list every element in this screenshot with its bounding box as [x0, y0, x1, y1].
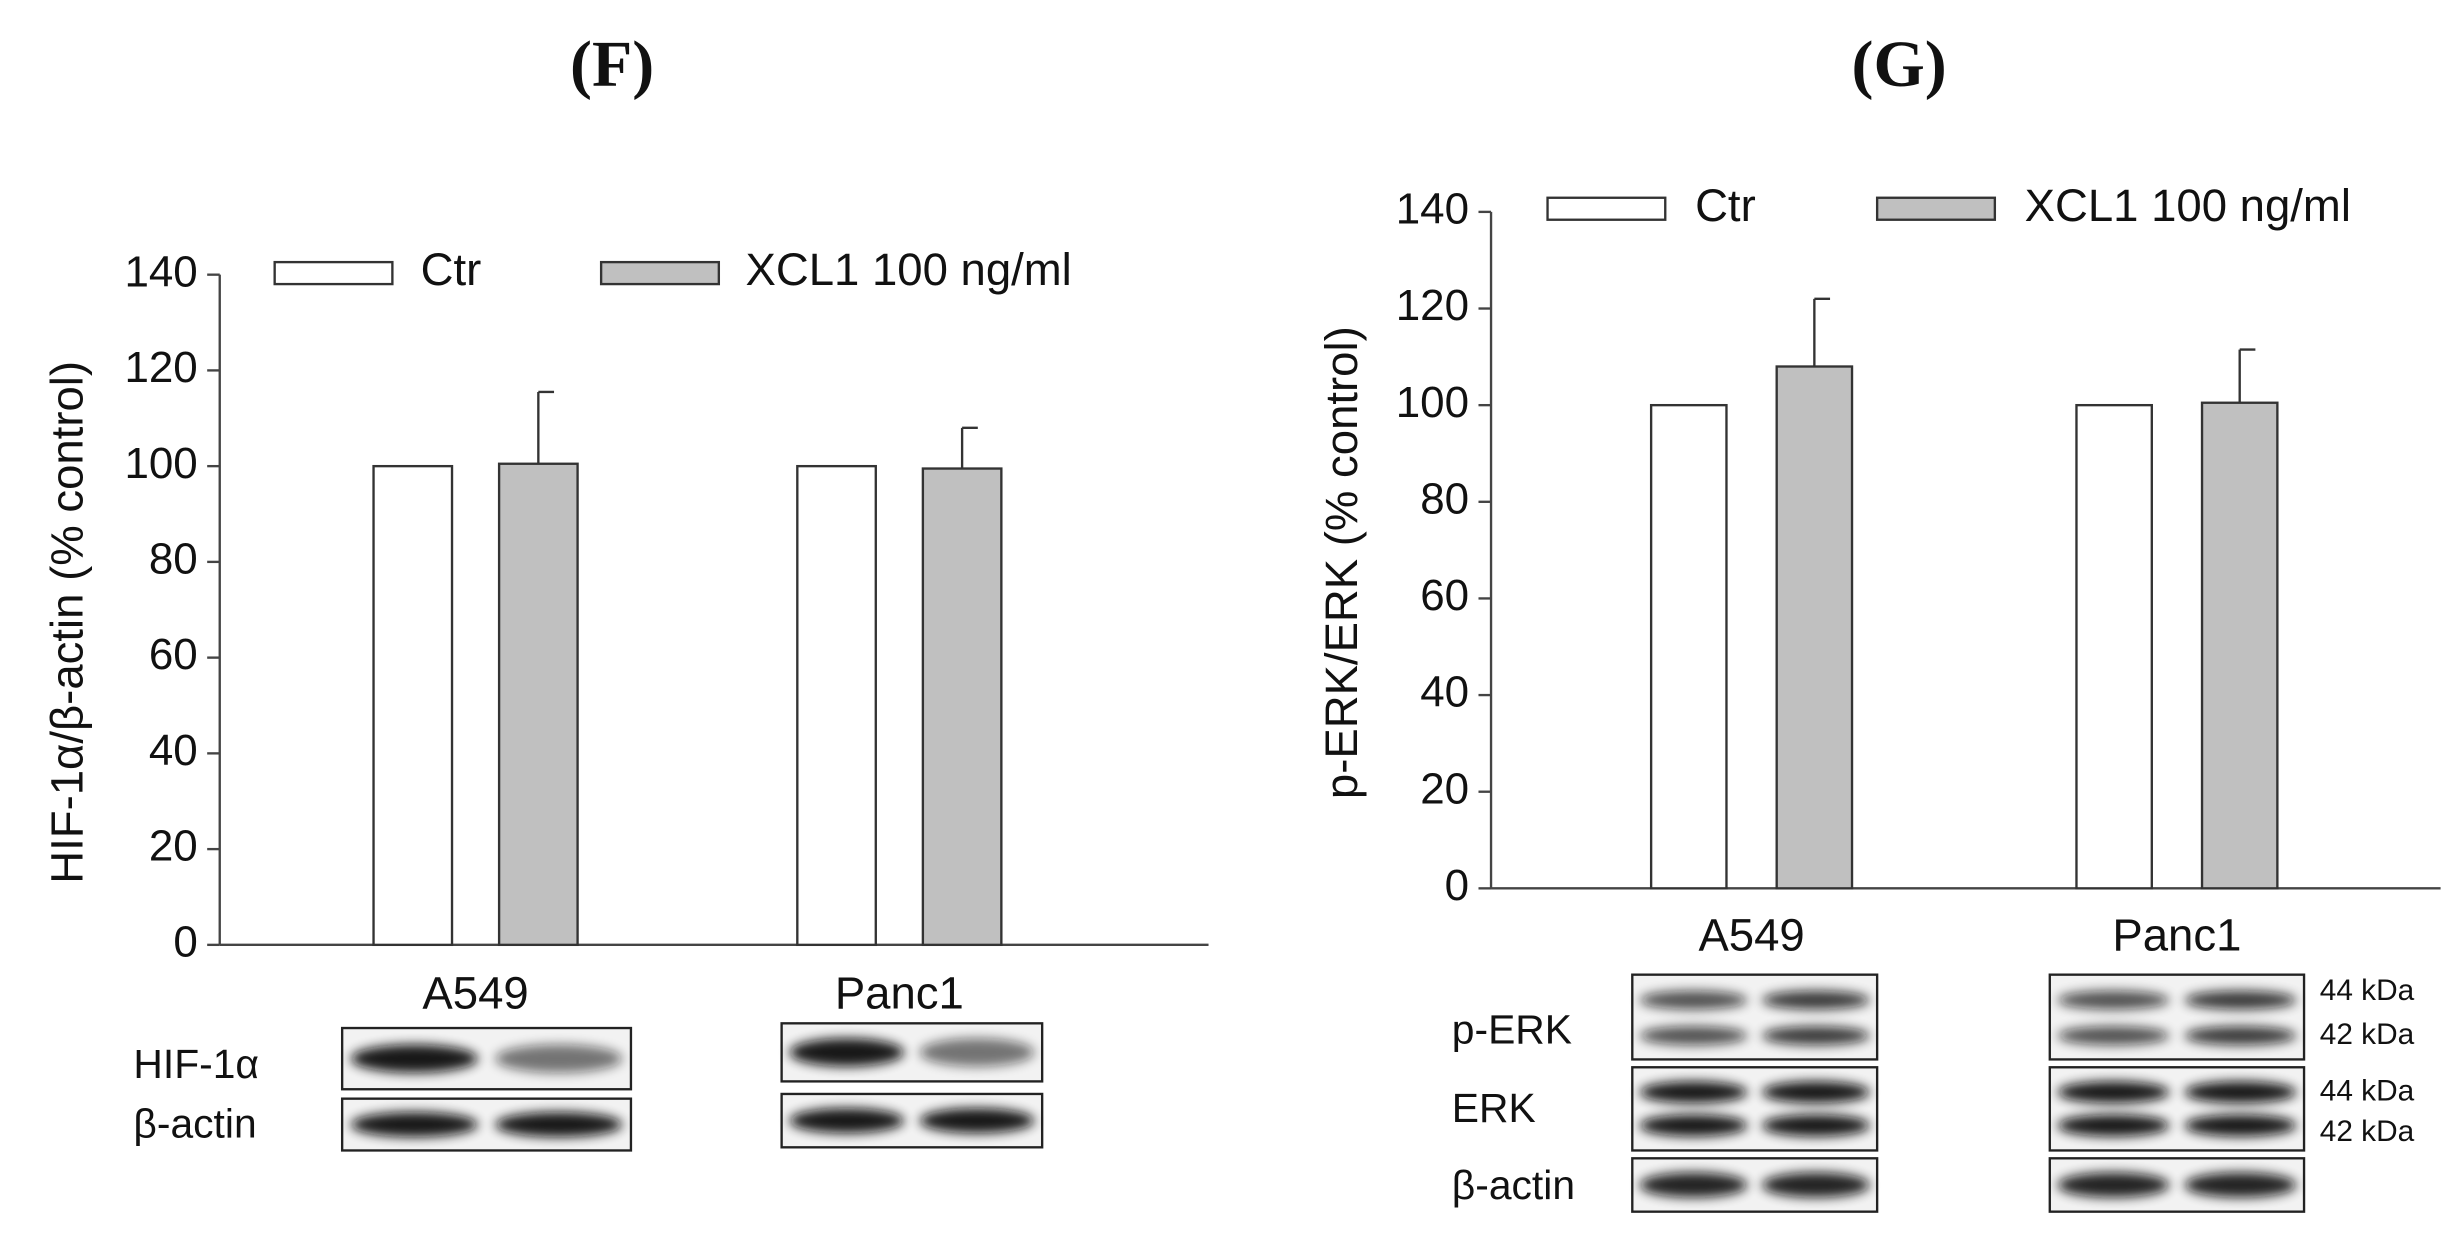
- y-tick-label: 140: [1396, 184, 1469, 233]
- error-bar: [1813, 297, 1831, 367]
- blot-band: [1762, 990, 1870, 1010]
- y-tick-label: 80: [149, 534, 198, 583]
- blot-band: [2057, 1172, 2170, 1198]
- size-marker: 44 kDa: [2320, 974, 2415, 1007]
- blot-band: [1639, 1172, 1748, 1198]
- blot-label: β-actin: [1452, 1162, 1575, 1208]
- blot-band: [2184, 990, 2297, 1010]
- legend-label: XCL1 100 ng/ml: [746, 244, 1072, 295]
- bar: [1649, 403, 1728, 890]
- legend-label: Ctr: [421, 244, 482, 295]
- blot-band: [2057, 1081, 2170, 1104]
- legend-swatch: [599, 260, 721, 286]
- blot-band: [1639, 1114, 1748, 1137]
- legend-swatch: [1875, 196, 1997, 221]
- blot-band: [2057, 1026, 2170, 1046]
- blot-band: [2184, 1081, 2297, 1104]
- size-marker: 42 kDa: [2320, 1115, 2415, 1148]
- bar: [921, 467, 1003, 947]
- y-tick-label: 120: [1396, 281, 1469, 330]
- blot-band: [919, 1038, 1035, 1067]
- panel-title: (F): [570, 28, 654, 101]
- error-bar: [537, 390, 555, 464]
- blot-band: [1762, 1081, 1870, 1104]
- blot-band: [2184, 1172, 2297, 1198]
- blot-band: [1639, 990, 1748, 1010]
- blot-band: [2057, 990, 2170, 1010]
- y-tick-label: 120: [124, 343, 197, 392]
- blot-band: [1639, 1026, 1748, 1046]
- bar: [2075, 403, 2153, 890]
- blot-band: [1762, 1026, 1870, 1046]
- y-tick-label: 140: [124, 247, 197, 296]
- bar: [796, 464, 877, 947]
- blot-label: β-actin: [133, 1101, 256, 1147]
- blot-band: [2184, 1026, 2297, 1046]
- bar: [1775, 365, 1854, 890]
- y-tick-label: 0: [173, 917, 197, 966]
- error-bar: [2238, 348, 2256, 403]
- x-tick-label: Panc1: [2112, 910, 2241, 961]
- legend-swatch: [1546, 196, 1667, 221]
- blot-band: [2184, 1114, 2297, 1137]
- y-tick-label: 0: [1445, 861, 1469, 910]
- x-tick-label: A549: [1698, 910, 1804, 961]
- blot-band: [1762, 1172, 1870, 1198]
- bar: [372, 464, 454, 947]
- blot-band: [2057, 1114, 2170, 1137]
- y-axis-label: p-ERK/ERK (% control): [1316, 326, 1367, 799]
- legend-label: Ctr: [1695, 180, 1756, 231]
- blot-band: [495, 1044, 623, 1073]
- blot-band: [350, 1044, 478, 1073]
- size-marker: 42 kDa: [2320, 1018, 2415, 1051]
- y-tick-label: 40: [1420, 668, 1469, 717]
- y-tick-label: 80: [1420, 474, 1469, 523]
- legend-swatch: [273, 260, 394, 286]
- blot-frame: [2048, 973, 2306, 1061]
- x-tick-label: A549: [422, 968, 528, 1019]
- panel-title: (G): [1852, 28, 1947, 101]
- y-axis-label: HIF-1α/β-actin (% control): [42, 361, 93, 884]
- x-tick-label: Panc1: [835, 968, 964, 1019]
- bar: [2200, 401, 2279, 890]
- y-tick-label: 40: [149, 726, 198, 775]
- blot-band: [495, 1112, 623, 1138]
- blot-frame: [2048, 1066, 2306, 1152]
- blot-band: [919, 1108, 1035, 1134]
- size-marker: 44 kDa: [2320, 1074, 2415, 1107]
- blot-label: ERK: [1452, 1085, 1536, 1131]
- y-tick-label: 100: [124, 439, 197, 488]
- legend-label: XCL1 100 ng/ml: [2025, 180, 2351, 231]
- blot-label: p-ERK: [1452, 1007, 1572, 1053]
- blot-band: [1762, 1114, 1870, 1137]
- y-tick-label: 100: [1396, 378, 1469, 427]
- y-tick-label: 60: [1420, 571, 1469, 620]
- blot-label: HIF-1α: [133, 1041, 259, 1087]
- y-tick-label: 20: [1420, 764, 1469, 813]
- blot-frame: [1631, 1066, 1879, 1152]
- blot-frame: [1631, 973, 1879, 1061]
- bar: [497, 462, 579, 947]
- blot-band: [350, 1112, 478, 1138]
- y-tick-label: 20: [149, 822, 198, 871]
- blot-band: [1639, 1081, 1748, 1104]
- blot-band: [789, 1108, 905, 1134]
- error-bar: [960, 426, 978, 469]
- blot-band: [789, 1038, 905, 1067]
- y-tick-label: 60: [149, 630, 198, 679]
